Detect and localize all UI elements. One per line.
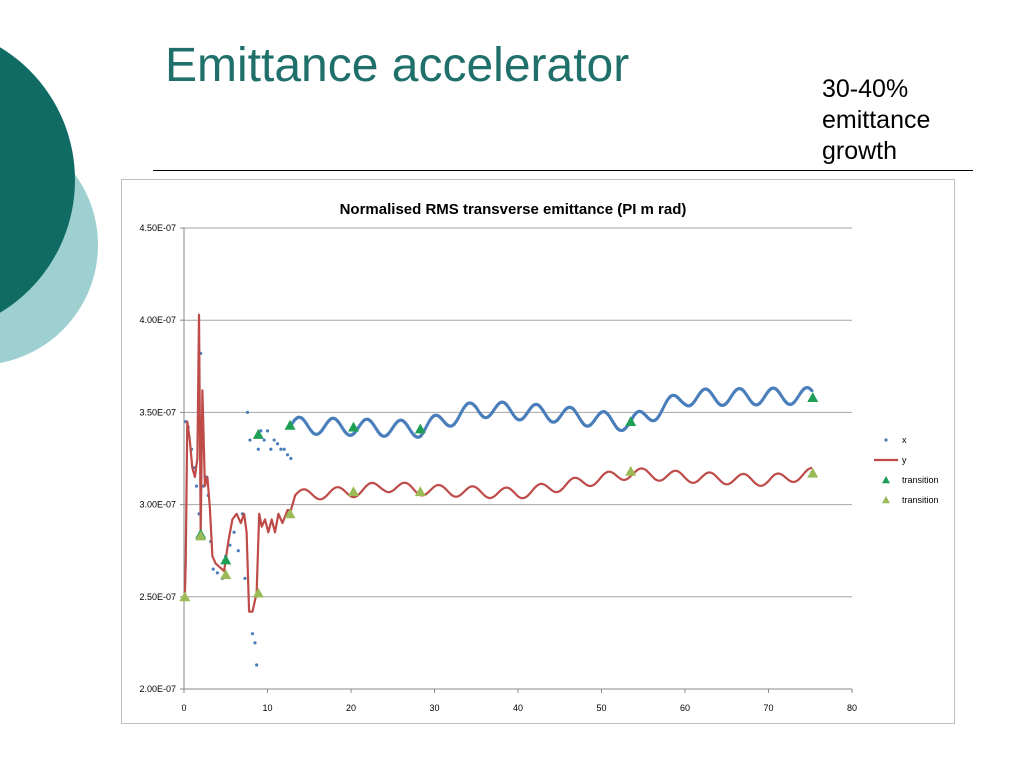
transition-marker — [252, 429, 264, 439]
title-divider — [153, 170, 973, 171]
series-x-point — [275, 442, 280, 446]
y-tick-label: 4.00E-07 — [139, 315, 176, 325]
transition-marker — [807, 467, 819, 478]
series-x-point — [262, 438, 266, 442]
gridlines — [180, 227, 853, 693]
x-tick-label: 50 — [596, 703, 606, 713]
legend-label: x — [902, 435, 907, 445]
transition-marker — [625, 416, 637, 427]
series-x-point — [289, 456, 293, 461]
y-axis-ticks: 2.00E-07 2.50E-07 3.00E-07 3.50E-07 4.00E-07… — [139, 223, 176, 694]
slide-title: Emittance accelerator — [165, 39, 630, 92]
plot-marks — [179, 313, 819, 667]
series-x-point — [256, 447, 260, 451]
legend-swatch — [882, 476, 890, 484]
x-tick-label: 80 — [847, 703, 857, 713]
series-x-point — [250, 632, 255, 636]
series-x-point — [228, 543, 232, 547]
series-x-point — [265, 429, 270, 433]
legend-item: x — [884, 435, 907, 445]
series-x-point — [194, 484, 199, 488]
note-line-1: 30-40% — [822, 75, 909, 103]
series-x-0 — [184, 351, 814, 667]
legend-label: transition — [902, 475, 939, 485]
legend-swatch — [884, 438, 888, 442]
legend-item: y — [874, 455, 907, 465]
series-x-point — [248, 438, 252, 442]
decorative-circles — [0, 47, 98, 363]
transition-marker — [414, 423, 426, 434]
series-x-point — [269, 447, 273, 451]
y-tick-label: 3.50E-07 — [139, 407, 176, 417]
transition-marker — [414, 486, 426, 497]
transition-marker — [179, 591, 191, 602]
dark-teal-circle — [0, 47, 75, 313]
legend-label: y — [902, 455, 907, 465]
transition-marker — [195, 530, 207, 541]
series-y-line — [183, 313, 813, 613]
chart-area: Normalised RMS transverse emittance (PI … — [121, 179, 955, 724]
transition-marker — [252, 587, 264, 598]
legend-label: transition — [902, 495, 939, 505]
series-x-point — [285, 453, 290, 457]
y-tick-label: 2.50E-07 — [139, 592, 176, 602]
legend-swatch — [882, 496, 890, 504]
series-x-point — [259, 429, 263, 433]
series-x-point — [272, 438, 276, 442]
series-x-point — [245, 410, 250, 414]
x-tick-label: 10 — [262, 703, 272, 713]
series-x-point — [253, 641, 257, 645]
x-tick-label: 20 — [346, 703, 356, 713]
x-tick-label: 60 — [680, 703, 690, 713]
x-tick-label: 40 — [513, 703, 523, 713]
x-tick-label: 30 — [429, 703, 439, 713]
transition-marker — [284, 419, 296, 430]
transition-marker — [284, 508, 296, 519]
x-axis-ticks: 0 10 20 30 40 50 60 70 80 — [181, 703, 857, 713]
y-tick-label: 2.00E-07 — [139, 684, 176, 694]
transition-marker — [625, 465, 637, 476]
series-y-1 — [183, 313, 813, 613]
y-tick-label: 3.00E-07 — [139, 500, 176, 510]
series-x-point — [279, 447, 283, 451]
series-x-point — [255, 663, 259, 667]
emittance-chart: Normalised RMS transverse emittance (PI … — [139, 201, 939, 713]
emittance-growth-note: 30-40% emittance growth — [822, 74, 982, 167]
legend-item: transition — [882, 495, 939, 505]
legend-item: transition — [882, 475, 939, 485]
note-line-3: growth — [822, 137, 898, 165]
legend: xy transition transition — [874, 435, 939, 505]
series-transition-3 — [179, 465, 819, 602]
series-x-point — [243, 576, 247, 580]
series-x-point — [211, 567, 215, 571]
series-transition-2 — [195, 392, 819, 565]
transition-marker — [807, 392, 819, 403]
transition-marker — [348, 421, 360, 432]
series-x-point — [282, 447, 286, 451]
y-tick-label: 4.50E-07 — [139, 223, 176, 233]
series-x-point — [236, 549, 240, 553]
series-x-point — [810, 389, 814, 393]
series-x-point — [215, 571, 219, 575]
transition-marker — [348, 486, 360, 497]
transition-marker — [220, 569, 232, 580]
note-line-2: emittance — [822, 106, 931, 134]
series-x-point — [232, 530, 236, 534]
x-tick-label: 0 — [181, 703, 186, 713]
x-tick-label: 70 — [763, 703, 773, 713]
chart-title: Normalised RMS transverse emittance (PI … — [340, 201, 687, 218]
transition-marker — [220, 554, 232, 565]
